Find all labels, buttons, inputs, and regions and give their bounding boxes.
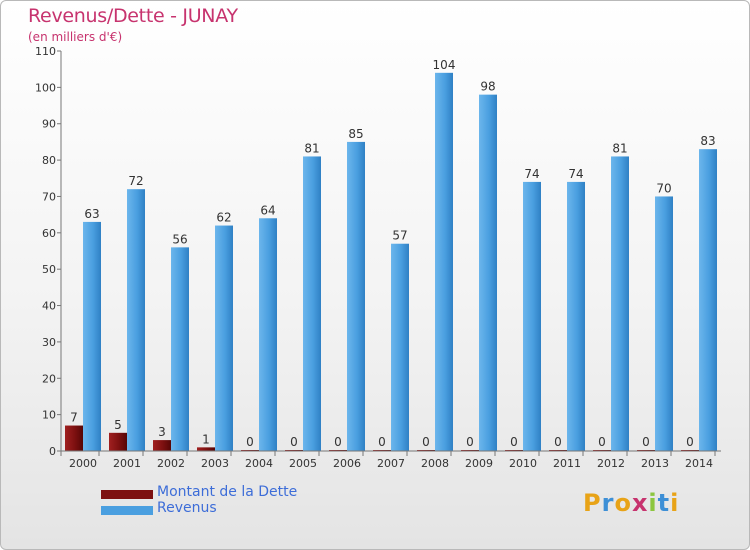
logo-letter: P	[583, 489, 602, 517]
revenus-bar	[699, 149, 717, 451]
revenus-value-label: 56	[172, 232, 187, 246]
x-tick-label: 2002	[157, 457, 185, 470]
debt-value-label: 0	[422, 435, 430, 449]
y-tick-label: 80	[42, 154, 56, 167]
revenus-bar	[655, 196, 673, 451]
y-tick-label: 40	[42, 300, 56, 313]
bars: 7 63 5 72 3 56 1 62 0 64 0 81 0 85 0 57 0 104 0 98 0 74 0 74 0 81…	[65, 58, 717, 452]
revenus-value-label: 81	[612, 141, 627, 155]
x-tick-label: 2014	[685, 457, 713, 470]
revenus-bar	[435, 72, 453, 452]
debt-value-label: 3	[158, 425, 166, 439]
revenus-bar	[259, 218, 277, 451]
revenus-value-label: 63	[84, 207, 99, 221]
x-tick-label: 2004	[245, 457, 273, 470]
revenus-bar	[523, 181, 541, 451]
logo-letter: i	[670, 489, 680, 517]
debt-value-label: 0	[510, 435, 518, 449]
revenus-value-label: 64	[260, 203, 275, 217]
debt-value-label: 0	[642, 435, 650, 449]
y-axis: 0 10 20 30 40 50 60 70 80 90 100 110	[35, 45, 62, 458]
logo-letter: t	[657, 489, 671, 517]
y-tick-label: 90	[42, 118, 56, 131]
debt-bar	[109, 432, 127, 451]
debt-value-label: 0	[554, 435, 562, 449]
y-tick-label: 110	[35, 45, 56, 58]
x-tick-label: 2006	[333, 457, 361, 470]
revenus-bar	[391, 243, 409, 451]
y-tick-label: 0	[49, 445, 56, 458]
logo-letter: x	[631, 489, 649, 517]
revenus-value-label: 98	[480, 80, 495, 94]
y-tick-label: 100	[35, 81, 56, 94]
x-tick-label: 2001	[113, 457, 141, 470]
logo-letter: i	[648, 489, 658, 517]
debt-value-label: 0	[246, 435, 254, 449]
x-tick-label: 2010	[509, 457, 537, 470]
revenus-value-label: 74	[568, 167, 583, 181]
revenus-bar	[83, 221, 101, 451]
debt-bar	[65, 425, 83, 451]
revenus-bar	[567, 181, 585, 451]
proxiti-logo: Proxiti	[583, 489, 679, 517]
debt-value-label: 0	[686, 435, 694, 449]
y-tick-label: 30	[42, 336, 56, 349]
legend-swatch	[101, 490, 153, 499]
revenus-bar	[127, 189, 145, 451]
y-tick-label: 10	[42, 409, 56, 422]
debt-value-label: 0	[334, 435, 342, 449]
revenus-value-label: 72	[128, 174, 143, 188]
revenus-bar	[215, 225, 233, 451]
revenus-value-label: 85	[348, 127, 363, 141]
y-tick-label: 60	[42, 227, 56, 240]
revenus-bar	[479, 94, 497, 452]
x-tick-label: 2005	[289, 457, 317, 470]
revenus-value-label: 70	[656, 181, 671, 195]
x-tick-label: 2009	[465, 457, 493, 470]
debt-bar	[197, 447, 215, 451]
debt-value-label: 1	[202, 432, 210, 446]
revenus-bar	[171, 247, 189, 451]
revenus-value-label: 62	[216, 211, 231, 225]
revenus-value-label: 83	[700, 134, 715, 148]
logo-letter: r	[601, 489, 615, 517]
x-axis: 2000 2001 2002 2003 2004 2005 2006 2007 2008 2009…	[60, 450, 721, 470]
revenus-value-label: 74	[524, 167, 539, 181]
x-tick-label: 2013	[641, 457, 669, 470]
chart-subtitle: (en milliers d'€)	[28, 30, 123, 44]
x-tick-label: 2012	[597, 457, 625, 470]
revenus-bar	[347, 141, 365, 451]
debt-value-label: 7	[70, 411, 78, 425]
revenus-value-label: 104	[433, 58, 456, 72]
revenus-bar	[611, 156, 629, 452]
debt-value-label: 5	[114, 418, 122, 432]
legend-swatch	[101, 506, 153, 515]
logo-letter: o	[614, 489, 632, 517]
y-tick-label: 20	[42, 372, 56, 385]
debt-bar	[153, 440, 171, 451]
debt-value-label: 0	[290, 435, 298, 449]
revenus-bar	[303, 156, 321, 452]
debt-value-label: 0	[378, 435, 386, 449]
revenus-value-label: 81	[304, 141, 319, 155]
revenus-value-label: 57	[392, 229, 407, 243]
x-tick-label: 2008	[421, 457, 449, 470]
x-tick-label: 2011	[553, 457, 581, 470]
debt-value-label: 0	[598, 435, 606, 449]
y-tick-label: 70	[42, 190, 56, 203]
debt-value-label: 0	[466, 435, 474, 449]
x-tick-label: 2007	[377, 457, 405, 470]
x-tick-label: 2003	[201, 457, 229, 470]
chart-title: Revenus/Dette - JUNAY	[28, 5, 238, 27]
y-tick-label: 50	[42, 263, 56, 276]
legend-label: Revenus	[157, 500, 217, 516]
legend-label: Montant de la Dette	[157, 484, 298, 500]
x-tick-label: 2000	[69, 457, 97, 470]
